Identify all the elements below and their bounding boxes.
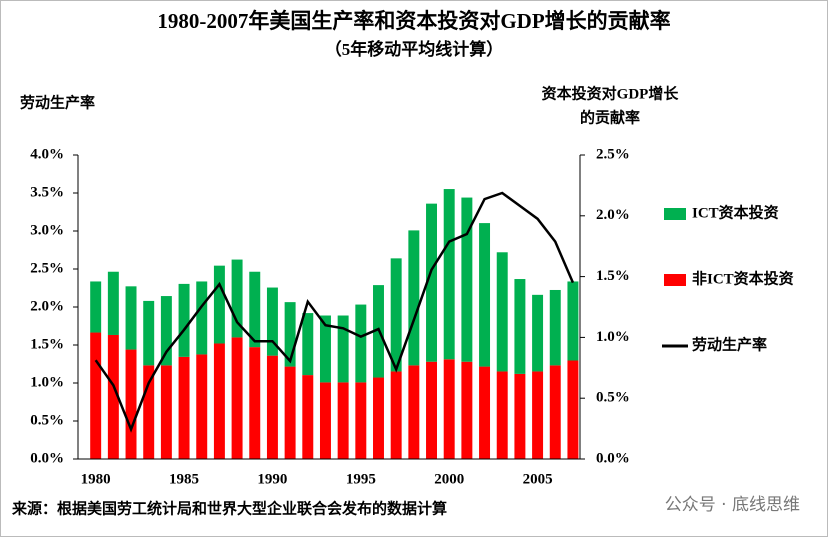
bar: [514, 373, 526, 459]
y-tick-label: 0.5%: [30, 412, 64, 428]
bar: [373, 377, 384, 459]
bar: [90, 281, 102, 333]
bar: [178, 356, 190, 459]
bar: [249, 271, 261, 348]
bar: [302, 375, 314, 459]
bar: [426, 203, 438, 362]
bar: [319, 382, 331, 459]
bar: [266, 287, 278, 356]
bar: [408, 365, 420, 459]
y2-tick-label: 1.0%: [596, 329, 630, 345]
bar: [107, 334, 119, 459]
bar: [213, 343, 225, 459]
bar: [125, 286, 137, 350]
bar: [567, 281, 579, 361]
y-tick-label: 1.5%: [30, 336, 64, 352]
bar: [107, 271, 119, 335]
x-tick-label: 2005: [523, 471, 553, 487]
y-tick-label: 3.5%: [30, 184, 64, 200]
bar: [532, 371, 544, 459]
bar: [426, 361, 438, 459]
x-tick-label: 2000: [434, 471, 464, 487]
bar: [355, 382, 367, 459]
bar: [443, 189, 455, 360]
bar: [266, 355, 278, 459]
y2-tick-label: 2.0%: [596, 207, 630, 223]
legend-swatch: [664, 208, 686, 220]
bar: [496, 371, 508, 459]
y-axis-title: 劳动生产率: [20, 93, 95, 111]
legend-label: ICT资本投资: [692, 203, 779, 221]
y-tick-label: 3.0%: [30, 222, 64, 238]
bar: [461, 197, 473, 362]
chart-subtitle: （5年移动平均线计算）: [325, 39, 504, 59]
bar: [496, 252, 508, 372]
bar: [319, 315, 331, 383]
bar: [160, 365, 172, 459]
bar: [284, 366, 296, 459]
bar: [160, 296, 172, 366]
bar: [90, 332, 102, 459]
y-tick-label: 1.0%: [30, 374, 64, 390]
bar: [143, 300, 155, 366]
y2-tick-label: 0.0%: [596, 450, 630, 466]
y2-tick-label: 2.5%: [596, 146, 630, 162]
bar: [337, 382, 349, 459]
bar: [231, 259, 243, 338]
bar: [479, 366, 491, 459]
y-tick-label: 0.0%: [30, 450, 64, 466]
source-note: 来源：根据美国劳工统计局和世界大型企业联合会发布的数据计算: [11, 499, 447, 517]
bar: [567, 360, 579, 459]
x-tick-label: 1995: [346, 471, 376, 487]
legend-swatch: [664, 274, 686, 286]
y2-axis-title: 资本投资对GDP增长: [542, 84, 680, 102]
bar: [390, 258, 402, 372]
y-tick-label: 2.5%: [30, 260, 64, 276]
chart-title: 1980-2007年美国生产率和资本投资对GDP增长的贡献率: [157, 9, 670, 33]
bar: [231, 337, 243, 459]
bar: [532, 294, 544, 372]
watermark: 公众号 · 底线思维: [665, 495, 800, 515]
y2-tick-label: 0.5%: [596, 390, 630, 406]
bar: [143, 365, 155, 459]
bar: [461, 361, 473, 459]
bar: [408, 230, 420, 366]
bar: [355, 304, 367, 383]
bar: [514, 279, 526, 374]
bar: [479, 223, 491, 367]
bar: [302, 313, 314, 376]
bar: [284, 302, 296, 367]
x-tick-label: 1980: [81, 471, 111, 487]
legend-label: 非ICT资本投资: [692, 269, 794, 287]
bar: [213, 265, 225, 344]
bar: [443, 359, 455, 459]
bar: [196, 281, 208, 355]
y-tick-label: 4.0%: [30, 146, 64, 162]
y-tick-label: 2.0%: [30, 298, 64, 314]
bar: [549, 365, 561, 459]
x-tick-label: 1990: [257, 471, 287, 487]
line: [94, 191, 575, 433]
x-tick-label: 1985: [169, 471, 199, 487]
bar: [249, 347, 261, 459]
bar: [125, 349, 137, 459]
bar: [390, 371, 402, 459]
bar: [337, 315, 349, 383]
y2-tick-label: 1.5%: [596, 268, 630, 284]
bar: [549, 289, 561, 366]
legend-label: 劳动生产率: [692, 335, 767, 353]
bar: [178, 283, 190, 357]
bar: [196, 354, 208, 459]
y2-axis-title: 的贡献率: [580, 108, 640, 126]
